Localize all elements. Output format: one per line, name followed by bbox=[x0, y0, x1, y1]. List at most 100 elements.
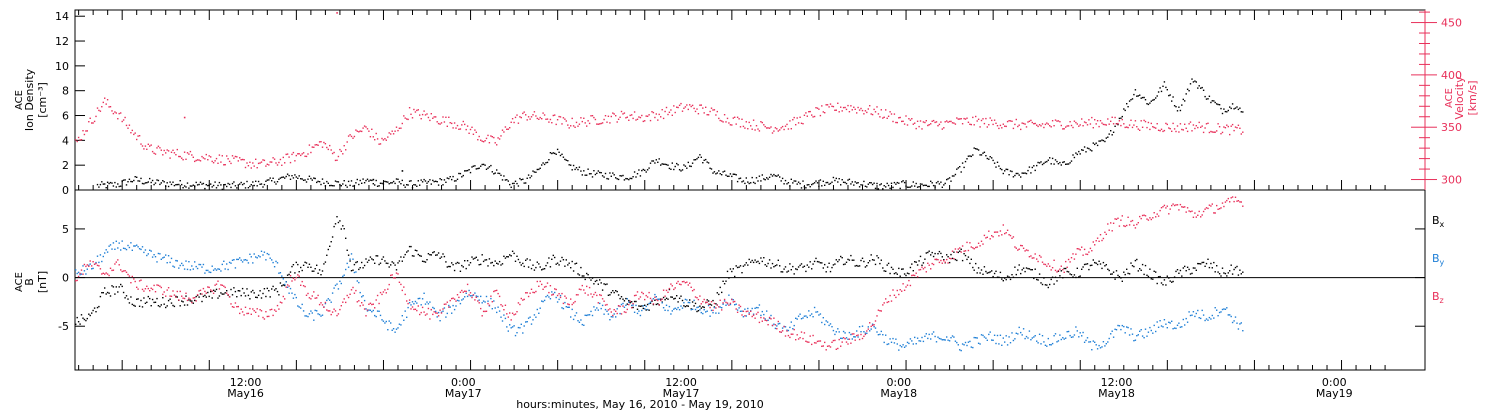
field-By-point bbox=[625, 304, 627, 306]
field-Bz-point bbox=[445, 303, 447, 305]
density-series-point bbox=[429, 179, 431, 181]
density-series-point bbox=[194, 186, 196, 188]
field-By-point bbox=[1082, 331, 1084, 334]
field-By-point bbox=[237, 258, 239, 261]
velocity-series-point bbox=[580, 117, 582, 119]
field-Bz-point bbox=[716, 304, 718, 306]
field-By-point bbox=[513, 325, 515, 327]
field-Bx-point bbox=[462, 266, 464, 268]
density-series-point bbox=[1172, 96, 1174, 98]
density-series-point bbox=[850, 183, 852, 185]
field-Bx-point bbox=[869, 260, 871, 262]
field-Bx-point bbox=[95, 311, 97, 313]
field-Bx-point bbox=[311, 270, 313, 272]
velocity-series-point bbox=[1094, 119, 1096, 121]
velocity-series-point bbox=[497, 137, 499, 139]
velocity-series-point bbox=[105, 103, 107, 105]
field-Bz-point bbox=[163, 291, 165, 293]
field-Bz-point bbox=[376, 294, 379, 297]
velocity-series-point bbox=[895, 121, 897, 124]
field-Bx-point bbox=[581, 275, 583, 277]
density-series-point bbox=[716, 172, 718, 174]
field-By-point bbox=[908, 342, 910, 345]
field-Bz-point bbox=[927, 262, 929, 264]
density-series-point bbox=[800, 187, 803, 189]
field-Bz-point bbox=[644, 298, 646, 301]
velocity-series-point bbox=[735, 123, 737, 125]
field-Bx-point bbox=[587, 274, 589, 276]
density-series-point bbox=[163, 181, 165, 183]
field-Bz-point bbox=[858, 338, 861, 341]
field-Bx-point bbox=[887, 262, 890, 265]
right-ylabel-1: ACE bbox=[1444, 88, 1455, 108]
density-series-point bbox=[156, 179, 158, 181]
field-By-point bbox=[1198, 317, 1200, 319]
density-series-point bbox=[635, 176, 637, 178]
field-By-point bbox=[1240, 322, 1242, 324]
field-By-point bbox=[436, 316, 438, 318]
density-series-point bbox=[729, 173, 732, 175]
field-Bx-point bbox=[286, 274, 289, 276]
density-series-point bbox=[993, 162, 996, 164]
field-Bz-point bbox=[1210, 205, 1212, 207]
density-series-point bbox=[590, 173, 592, 175]
field-Bz-point bbox=[532, 291, 534, 294]
field-Bx-point bbox=[1015, 273, 1017, 276]
velocity-series-point bbox=[584, 122, 586, 124]
field-By-point bbox=[398, 323, 401, 325]
velocity-series-point bbox=[108, 106, 110, 108]
velocity-series-point bbox=[1160, 128, 1163, 130]
velocity-series-point bbox=[578, 123, 581, 125]
field-Bz-point bbox=[703, 298, 705, 301]
field-By-point bbox=[218, 268, 221, 270]
field-Bz-point bbox=[297, 274, 299, 276]
field-By-point bbox=[484, 301, 486, 303]
velocity-series-point bbox=[141, 145, 144, 147]
velocity-series-point bbox=[313, 146, 315, 148]
velocity-series-point bbox=[1175, 130, 1177, 133]
field-By-point bbox=[517, 326, 520, 329]
field-By-point bbox=[959, 349, 961, 351]
velocity-series-point bbox=[718, 117, 720, 120]
field-Bx-point bbox=[1008, 276, 1010, 278]
density-series-point bbox=[297, 177, 299, 179]
velocity-series-point bbox=[96, 107, 99, 109]
field-Bz-point bbox=[1108, 229, 1110, 231]
velocity-series-point bbox=[513, 121, 515, 124]
field-Bx-point bbox=[959, 250, 961, 252]
field-By-point bbox=[1159, 320, 1161, 322]
field-Bx-point bbox=[1230, 264, 1232, 266]
density-series-point bbox=[1110, 130, 1112, 132]
field-Bz-point bbox=[824, 341, 826, 344]
field-Bz-point bbox=[587, 294, 589, 296]
velocity-series-point bbox=[1137, 128, 1139, 130]
field-Bz-point bbox=[227, 294, 229, 296]
density-series-point bbox=[337, 181, 340, 183]
field-Bx-point bbox=[1088, 268, 1090, 271]
velocity-series-point bbox=[487, 134, 489, 137]
field-By-point bbox=[707, 304, 710, 307]
velocity-series-point bbox=[260, 161, 263, 163]
density-series-point bbox=[870, 182, 872, 184]
density-series-point bbox=[474, 165, 476, 167]
field-Bx-point bbox=[684, 305, 687, 308]
field-Bx-point bbox=[186, 304, 189, 306]
field-Bz-point bbox=[940, 259, 942, 262]
density-series-point bbox=[217, 184, 219, 187]
density-series-point bbox=[588, 173, 591, 175]
field-Bz-point bbox=[766, 319, 768, 322]
velocity-series-point bbox=[244, 166, 247, 169]
density-series-point bbox=[99, 183, 102, 186]
field-By-point bbox=[864, 332, 867, 334]
velocity-series-point bbox=[764, 125, 766, 128]
velocity-series-point bbox=[831, 105, 833, 107]
velocity-series-point bbox=[252, 162, 254, 164]
field-Bz-point bbox=[372, 303, 374, 305]
field-By-point bbox=[1166, 327, 1168, 329]
field-Bx-point bbox=[156, 297, 158, 300]
left-ytick-label: 4 bbox=[62, 134, 69, 147]
density-series-point bbox=[1056, 160, 1058, 163]
velocity-series-point bbox=[919, 120, 922, 122]
field-By-point bbox=[417, 297, 419, 300]
field-Bz-point bbox=[599, 294, 601, 296]
